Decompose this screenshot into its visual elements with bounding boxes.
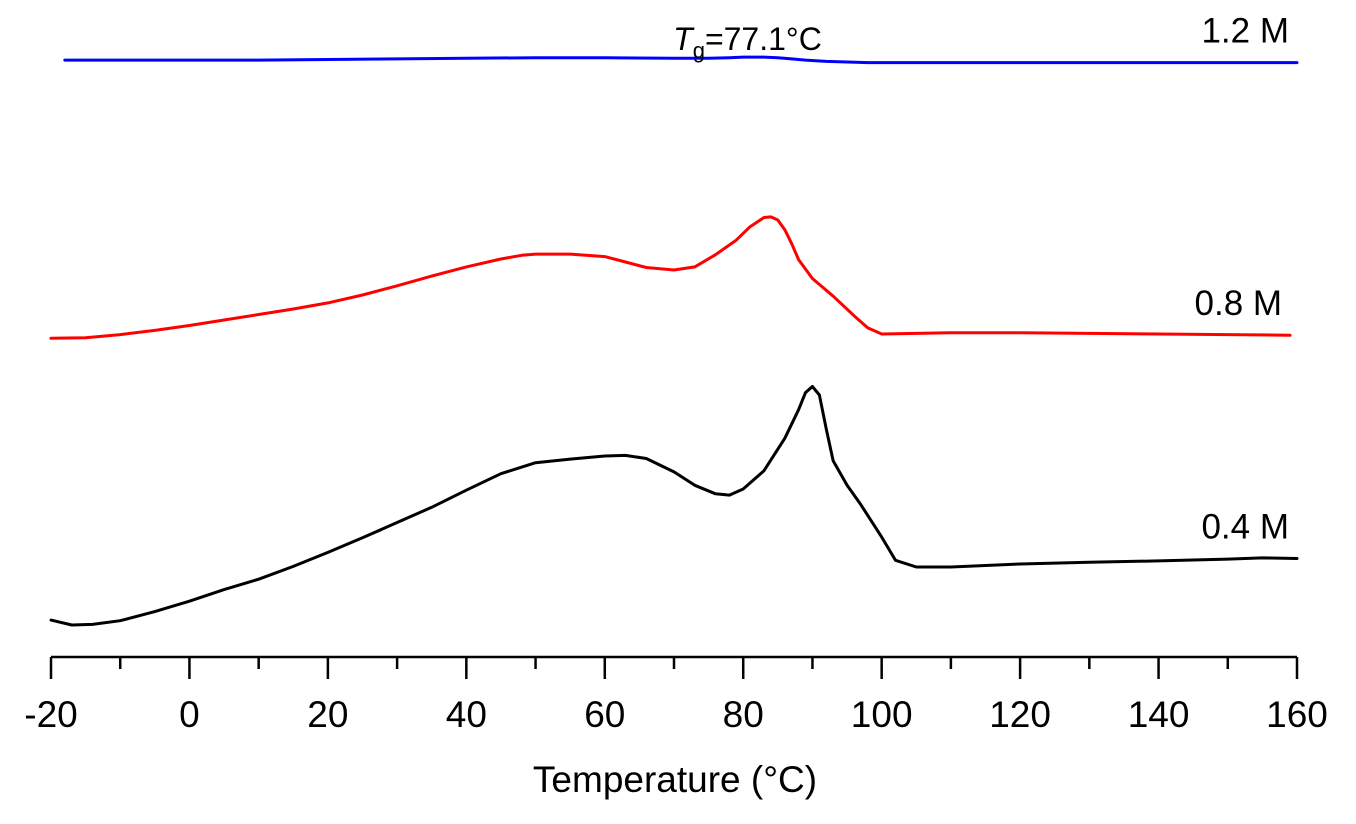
x-tick-label: 160 (1266, 694, 1328, 735)
x-tick-label: 100 (851, 694, 913, 735)
series-label-0p8-m: 0.8 M (1195, 284, 1283, 323)
x-tick-label: 20 (307, 694, 348, 735)
tg-annotation: Tg=77.1°C (673, 21, 822, 63)
x-tick-label: 120 (989, 694, 1051, 735)
x-axis-label: Temperature (°C) (533, 759, 817, 800)
series-line-0p4-m (49, 385, 1299, 627)
x-axis: -20 0 20 40 60 80 100 120 140 160 (24, 655, 1328, 735)
series-line-0p8-m (49, 215, 1292, 340)
series-labels: 1.2 M 0.8 M 0.4 M (1195, 12, 1289, 547)
series-label-0p4-m: 0.4 M (1201, 508, 1289, 547)
x-tick-labels: -20 0 20 40 60 80 100 120 140 160 (24, 694, 1328, 735)
x-tick-label: 40 (446, 694, 487, 735)
x-tick-label: 60 (584, 694, 625, 735)
series-label-1p2-m: 1.2 M (1201, 12, 1289, 51)
x-tick-label: 80 (723, 694, 764, 735)
x-tick-label: 0 (179, 694, 200, 735)
x-ticks (49, 657, 1299, 679)
tg-annotation-sub: g (693, 38, 705, 63)
series-line-1p2-m (63, 55, 1299, 65)
tg-annotation-main: T (673, 21, 695, 57)
series-group (49, 55, 1299, 627)
x-tick-label: -20 (24, 694, 77, 735)
x-tick-label: 140 (1128, 694, 1190, 735)
tg-annotation-rest: =77.1°C (705, 21, 822, 57)
